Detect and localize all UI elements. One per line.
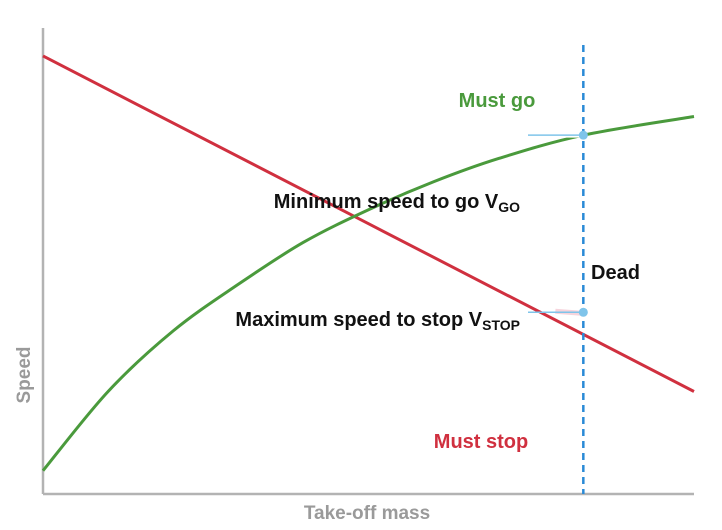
vstop-label-subscript: STOP — [482, 317, 520, 333]
x-axis-label: Take-off mass — [304, 503, 430, 524]
vstop-label: Maximum speed to stop VSTOP — [235, 309, 520, 333]
vgo-marker — [578, 130, 588, 140]
vgo-label-subscript: GO — [498, 199, 520, 215]
vstop-marker — [578, 307, 588, 317]
series-line-2 — [41, 115, 695, 472]
vgo-label: Minimum speed to go VGO — [274, 191, 520, 215]
vgo-label-main: Minimum speed to go V — [274, 191, 499, 213]
series-layer — [41, 54, 695, 472]
dead-label: Dead — [591, 262, 640, 284]
vstop-label-main: Maximum speed to stop V — [235, 309, 482, 331]
y-axis-label: Speed — [14, 346, 35, 403]
must-stop-label: Must stop — [434, 431, 528, 453]
must-go-label: Must go — [459, 90, 536, 112]
series-line-1 — [42, 54, 695, 393]
annotation-layer: Minimum speed to go VGO Maximum speed to … — [235, 130, 588, 333]
